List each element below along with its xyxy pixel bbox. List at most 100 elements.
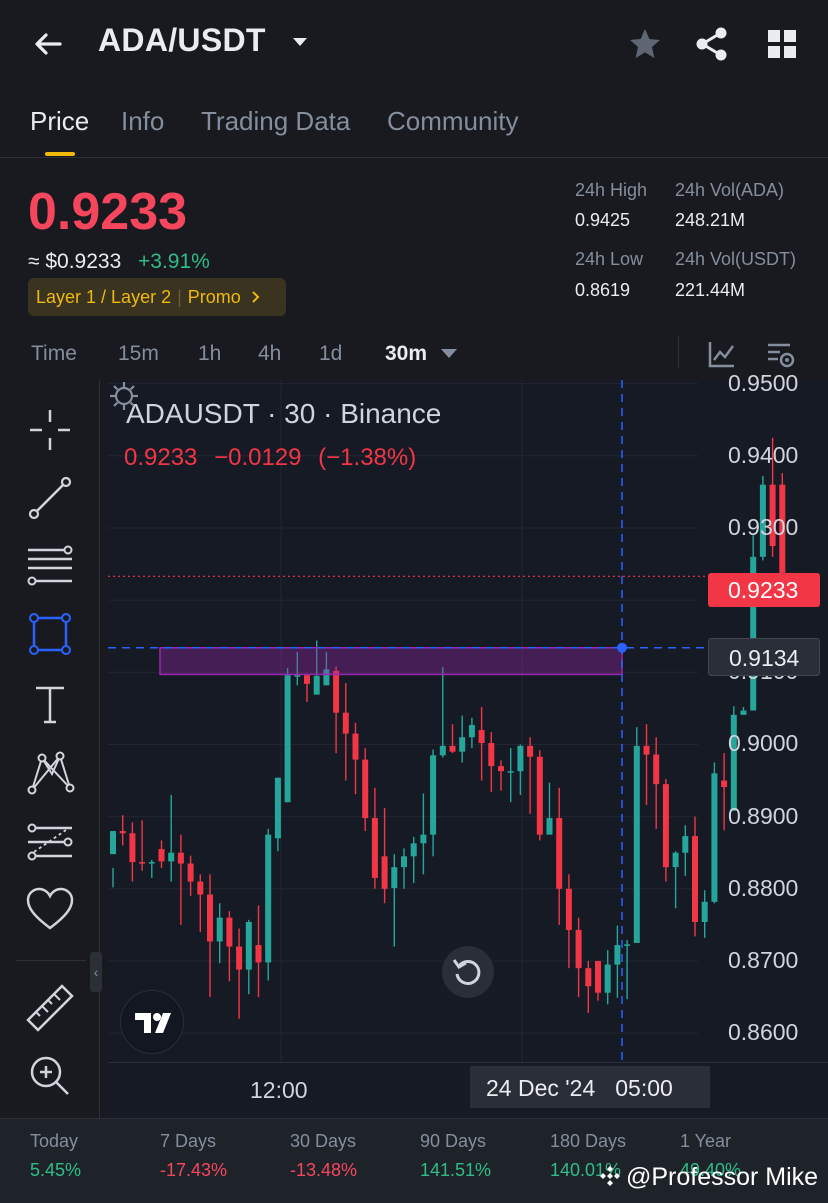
candle-body [556,818,563,889]
candle-body [129,833,136,863]
change-percent: +3.91% [138,250,210,273]
tag-separator: | [177,287,182,307]
ticker-summary: 0.9233 ≈ $0.9233 +3.91% Layer 1 / Layer … [0,160,828,330]
interval-1h[interactable]: 1h [198,342,222,365]
candle-body [265,834,272,963]
perf-label: 180 Days [550,1131,627,1151]
candle-body [226,917,233,947]
candle-body [148,862,155,864]
category-tag[interactable]: Layer 1 / Layer 2 | Promo [28,278,286,316]
candle-body [488,743,495,767]
fib-retracement-tool-icon[interactable] [24,540,76,592]
y-tick-label: 0.9300 [728,513,799,540]
tab-trading-data[interactable]: Trading Data [201,106,351,136]
candlestick-chart-svg[interactable] [108,380,828,1118]
tab-bar: Price Info Trading Data Community [0,88,828,158]
heart-icon[interactable] [24,884,76,936]
zone-rectangle [159,646,623,676]
interval-dropdown-icon[interactable] [440,348,458,360]
chart-settings-icon[interactable] [764,338,796,370]
pair-title[interactable]: ADA/USDT [98,22,266,58]
binance-logo-icon [600,1166,620,1186]
tab-price[interactable]: Price [30,106,90,136]
candle-body [585,968,592,987]
forecast-tool-icon[interactable] [24,816,76,868]
replay-button[interactable] [442,946,494,998]
tag-layer: Layer 1 / Layer 2 [36,287,172,307]
candle-body [517,745,524,772]
ruler-icon[interactable] [24,982,76,1034]
candle-body [624,944,631,946]
candle-body [701,901,708,922]
candle-body [449,745,456,752]
gear-icon[interactable] [108,380,140,412]
zoom-in-icon[interactable] [24,1050,76,1102]
active-tab-indicator [45,152,75,156]
price-chart[interactable]: ADAUSDT · 30 · Binance 0.9233 −0.0129 (−… [108,370,828,1118]
candle-body [507,771,514,773]
candle-body [730,714,737,811]
perf-value: -13.48% [290,1160,358,1180]
star-icon[interactable] [625,24,665,64]
candle-body [110,831,116,855]
candle-body [236,946,243,970]
candle-body [255,945,262,963]
pattern-tool-icon[interactable] [24,746,76,798]
candle-body [740,710,747,715]
perf-today[interactable]: Today 5.45% [30,1131,81,1181]
grid-icon[interactable] [762,24,802,64]
candle-body [274,777,281,839]
candle-body [430,755,437,835]
back-arrow-icon[interactable] [30,24,70,64]
perf-90-days[interactable]: 90 Days 141.51% [420,1131,491,1181]
toolbar-collapse-button[interactable]: ‹ [90,952,102,992]
crosshair-tool-icon[interactable] [24,404,76,456]
trendline-tool-icon[interactable] [24,472,76,524]
text-tool-icon[interactable] [24,678,76,730]
interval-bar: Time 15m 1h 4h 1d 30m [0,330,828,380]
candle-body [187,863,194,882]
interval-1d[interactable]: 1d [319,342,343,365]
interval-time[interactable]: Time [31,342,77,365]
chart-symbol-legend: ADAUSDT · 30 · Binance [126,398,442,429]
crosshair-date: 24 Dec '24 [486,1075,596,1101]
candle-body [779,484,786,577]
share-icon[interactable] [692,24,732,64]
candle-body [692,836,698,922]
interval-selected[interactable]: 30m [385,342,428,365]
perf-1-year[interactable]: 1 Year 49.40% [680,1131,741,1181]
rectangle-tool-icon[interactable] [24,608,76,660]
vol-base-label: 24h Vol(ADA) [675,180,785,200]
interval-4h[interactable]: 4h [258,342,282,365]
candle-body [546,818,553,835]
crosshair-time-tag: 24 Dec '24 05:00 [470,1066,710,1108]
perf-label: 1 Year [680,1131,732,1151]
perf-30-days[interactable]: 30 Days -13.48% [290,1131,357,1181]
perf-7-days[interactable]: 7 Days -17.43% [160,1131,227,1181]
watermark-text: @Professor Mike [626,1163,819,1191]
low-label: 24h Low [575,249,644,269]
vol-quote-value: 221.44M [675,280,746,300]
candle-body [119,831,126,834]
tab-community[interactable]: Community [387,106,519,136]
indicator-icon[interactable] [706,338,738,370]
top-bar: ADA/USDT [0,0,828,88]
interval-15m[interactable]: 15m [118,342,159,365]
candle-body [575,929,582,969]
legend-price: 0.9233 [124,444,198,471]
candle-body [643,745,650,755]
candle-body [662,784,669,868]
perf-value: 49.40% [680,1160,742,1180]
candle-body [168,852,175,862]
candle-body [313,675,320,695]
candle-body [595,960,601,993]
candle-body [468,724,475,738]
high-value: 0.9425 [575,210,631,230]
vol-base-value: 248.21M [675,210,746,230]
candle-body [381,856,388,889]
tab-info[interactable]: Info [121,106,165,136]
last-price-tag: 0.9233 [708,573,820,607]
dropdown-caret-icon[interactable] [290,32,310,52]
candle-body [207,894,213,942]
candle-body [711,773,718,902]
